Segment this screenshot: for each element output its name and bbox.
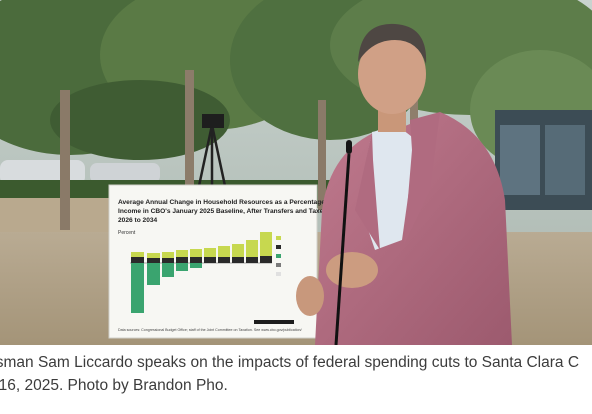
sign-bar <box>260 256 272 263</box>
sign-bar <box>147 263 160 285</box>
photo-scene: Average Annual Change in Household Resou… <box>0 0 592 345</box>
easel <box>254 320 294 324</box>
sign-source: Data sources: Congressional Budget Offic… <box>118 328 302 332</box>
microphone <box>346 140 352 154</box>
speaker <box>296 23 512 345</box>
sign-bar <box>204 257 216 263</box>
sign-bar <box>232 257 244 263</box>
tree-trunk <box>60 90 70 230</box>
photo-caption: ssman Sam Liccardo speaks on the impacts… <box>0 351 592 407</box>
sign-title-line-3: 2026 to 2034 <box>118 217 158 224</box>
sign-title-line-2: Income in CBO's January 2025 Baseline, A… <box>118 208 329 215</box>
sign-title-line-1: Average Annual Change in Household Resou… <box>118 199 334 206</box>
caption-line-2: . 16, 2025. Photo by Brandon Pho. <box>0 377 228 394</box>
news-photo: Average Annual Change in Household Resou… <box>0 0 592 345</box>
sign-bar <box>176 263 188 271</box>
sign-bar <box>246 257 258 263</box>
caption-line-1: ssman Sam Liccardo speaks on the impacts… <box>0 354 580 371</box>
sign-legend-swatch <box>276 236 281 240</box>
sign-bar <box>131 263 144 313</box>
sign-bar <box>218 257 230 263</box>
sign-ylabel: Percent <box>118 230 136 236</box>
sign-bar <box>162 263 174 277</box>
chart-sign: Average Annual Change in Household Resou… <box>108 184 334 339</box>
sign-bar <box>190 263 202 268</box>
